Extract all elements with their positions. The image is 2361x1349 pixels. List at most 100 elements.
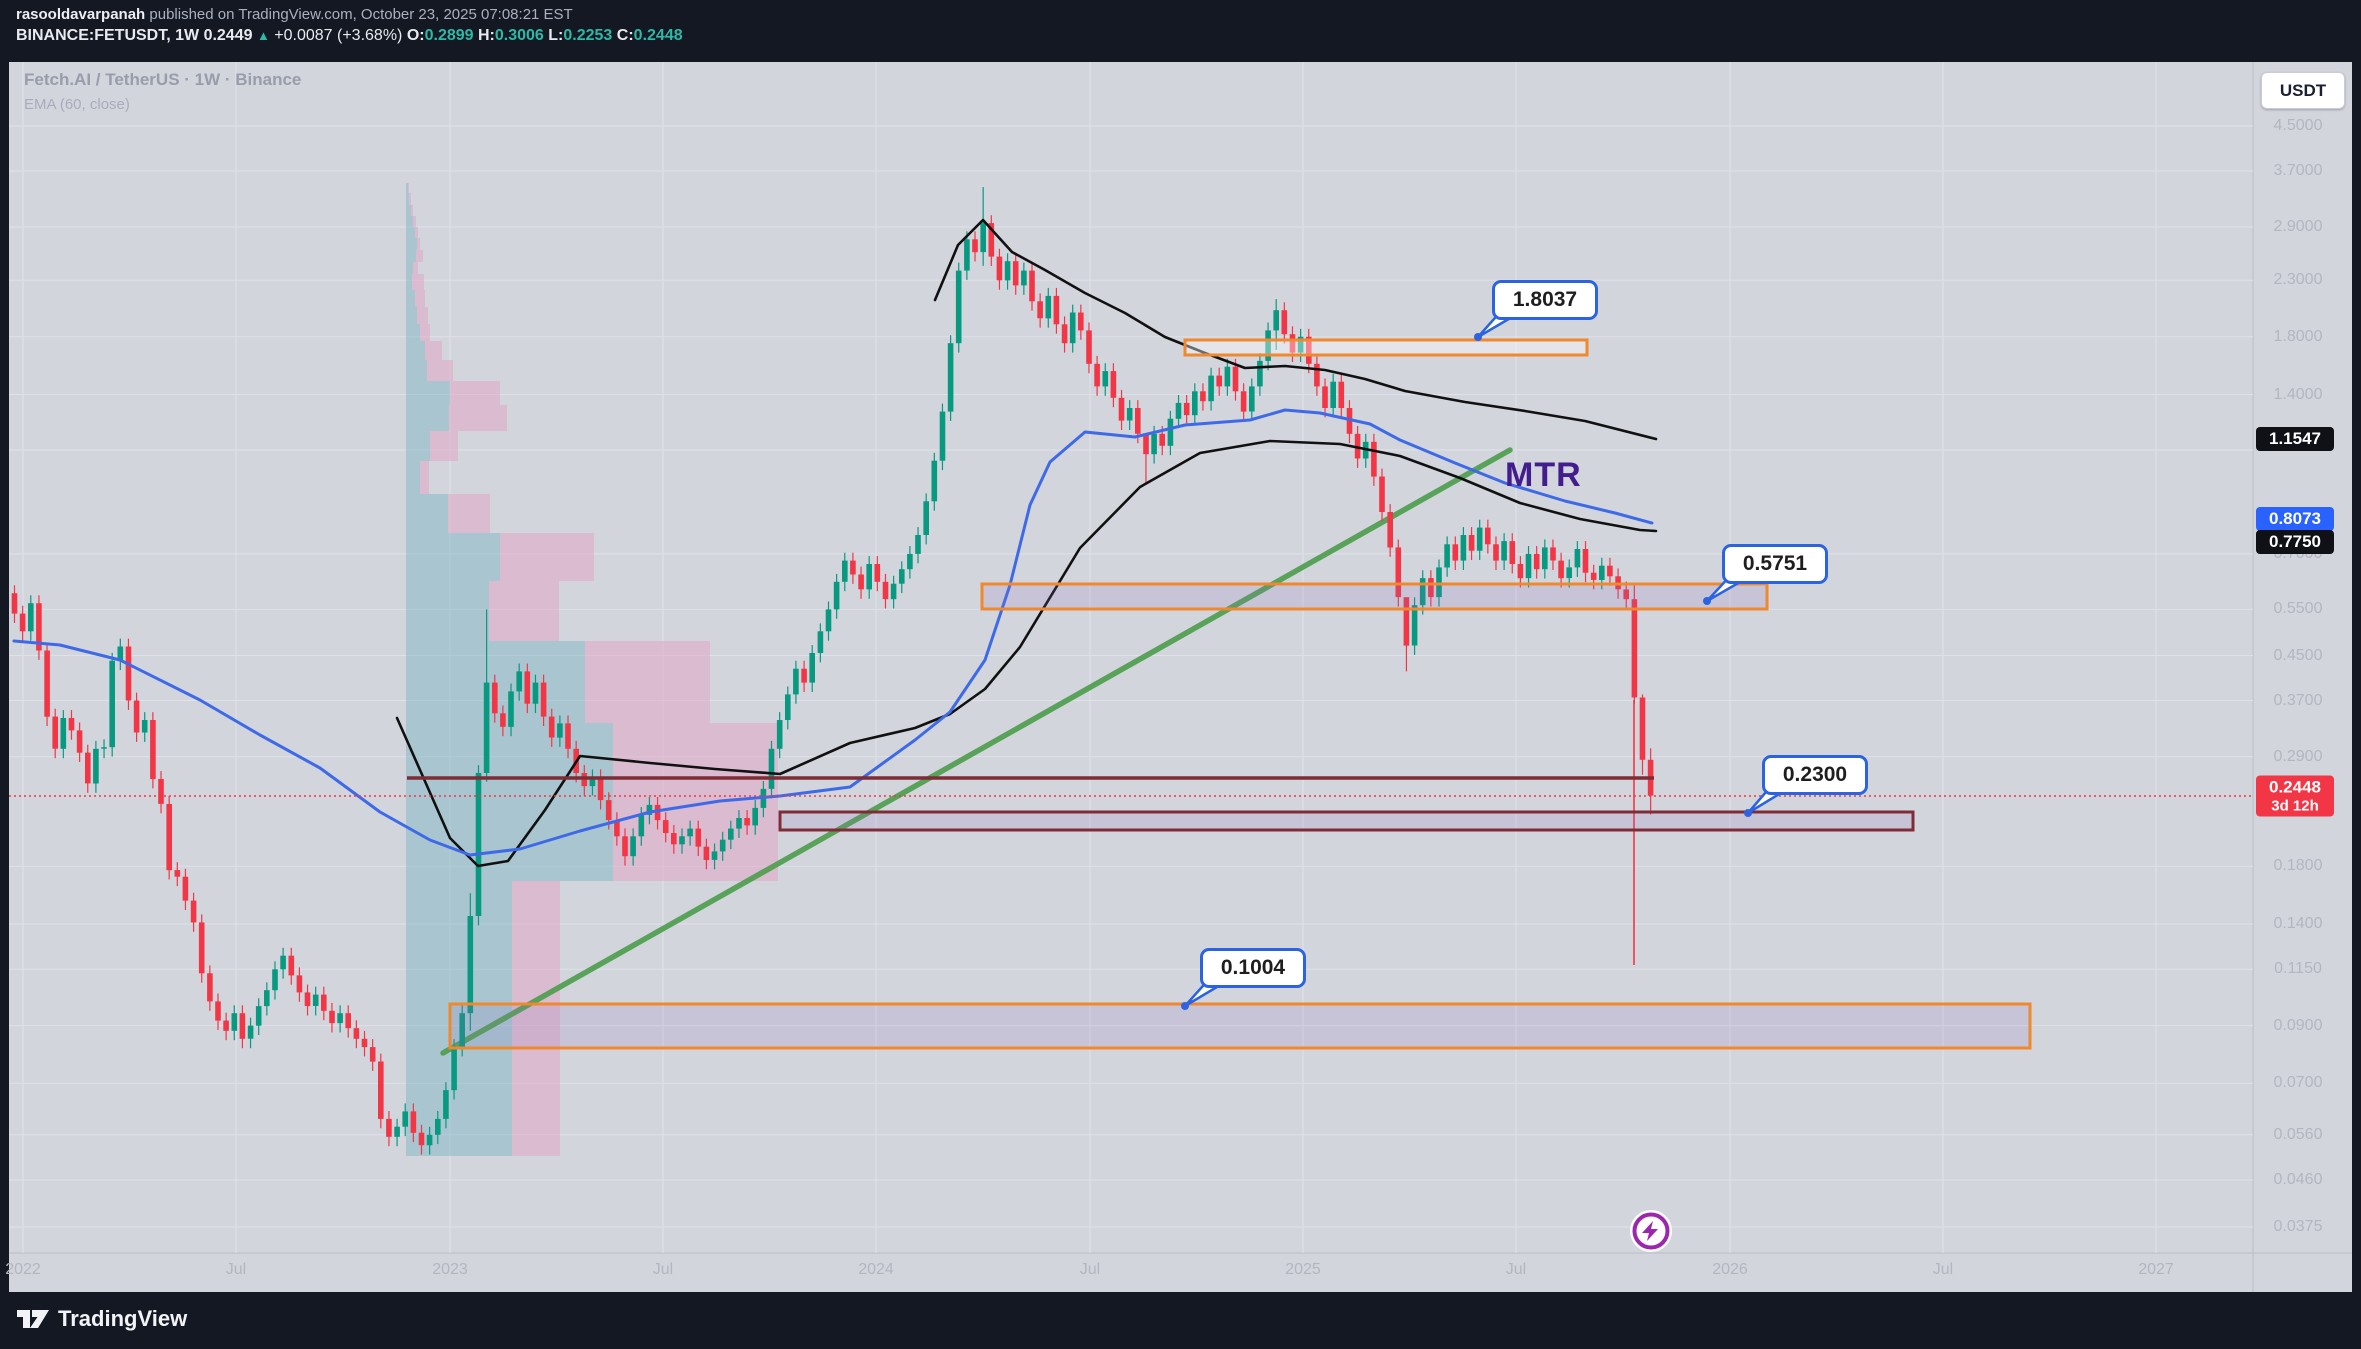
candle[interactable]: [361, 1038, 368, 1048]
candle[interactable]: [1216, 375, 1222, 387]
candle[interactable]: [988, 223, 995, 257]
chart-plot-area[interactable]: [9, 62, 2253, 1253]
candle[interactable]: [614, 820, 620, 837]
candle[interactable]: [1273, 310, 1279, 331]
lightning-icon[interactable]: [1629, 1209, 1673, 1253]
currency-toggle-button[interactable]: USDT: [2261, 72, 2345, 109]
candle[interactable]: [52, 716, 58, 749]
candle[interactable]: [19, 613, 26, 632]
candle[interactable]: [1354, 433, 1361, 459]
candle[interactable]: [508, 691, 514, 727]
candle[interactable]: [133, 700, 140, 733]
candle[interactable]: [207, 973, 213, 1002]
candle[interactable]: [1249, 386, 1255, 412]
candle[interactable]: [1045, 295, 1052, 319]
candle[interactable]: [1208, 375, 1214, 402]
candle[interactable]: [394, 1126, 400, 1137]
candle[interactable]: [801, 668, 807, 683]
candle[interactable]: [321, 994, 327, 1011]
candle[interactable]: [874, 564, 881, 582]
candle[interactable]: [158, 779, 164, 804]
candle[interactable]: [1452, 544, 1459, 561]
candle[interactable]: [1485, 527, 1491, 545]
candle[interactable]: [1078, 312, 1084, 331]
candle[interactable]: [93, 748, 99, 784]
candle[interactable]: [239, 1013, 246, 1039]
candle[interactable]: [451, 1047, 457, 1091]
candle[interactable]: [426, 1134, 433, 1146]
candle[interactable]: [1012, 261, 1019, 286]
candle[interactable]: [272, 969, 278, 991]
candle[interactable]: [1476, 527, 1483, 551]
candle[interactable]: [1110, 371, 1117, 398]
price-callout[interactable]: 0.2300: [1762, 755, 1868, 795]
candle[interactable]: [443, 1090, 449, 1119]
candle[interactable]: [264, 990, 270, 1007]
candle[interactable]: [1265, 330, 1271, 361]
candle[interactable]: [1200, 391, 1206, 402]
candle[interactable]: [386, 1118, 392, 1137]
candle[interactable]: [475, 773, 482, 916]
chart-pane[interactable]: [9, 62, 2253, 1253]
candle[interactable]: [703, 846, 710, 860]
candle[interactable]: [638, 814, 645, 837]
candle[interactable]: [418, 1132, 425, 1146]
candle[interactable]: [296, 975, 303, 993]
candle[interactable]: [565, 723, 571, 749]
candle[interactable]: [1053, 295, 1060, 325]
candle[interactable]: [1428, 578, 1434, 598]
candle[interactable]: [182, 876, 189, 901]
supply-demand-zone[interactable]: [1183, 338, 1589, 357]
candle[interactable]: [679, 836, 685, 845]
candle[interactable]: [1468, 535, 1475, 551]
candle[interactable]: [1192, 391, 1198, 416]
candle[interactable]: [931, 460, 938, 502]
candle[interactable]: [654, 804, 661, 821]
price-callout[interactable]: 1.8037: [1492, 280, 1598, 320]
candle[interactable]: [483, 682, 490, 773]
candle[interactable]: [809, 653, 815, 683]
candle[interactable]: [622, 836, 628, 857]
candle[interactable]: [1395, 547, 1402, 598]
candle[interactable]: [1289, 334, 1296, 353]
candle[interactable]: [1281, 310, 1288, 335]
candle[interactable]: [964, 239, 970, 271]
candle[interactable]: [329, 1010, 335, 1024]
candle[interactable]: [410, 1111, 417, 1133]
candle[interactable]: [76, 730, 83, 753]
candle[interactable]: [1444, 544, 1450, 568]
candle[interactable]: [1590, 572, 1597, 580]
candle[interactable]: [1159, 433, 1165, 446]
candle[interactable]: [825, 609, 832, 632]
candle[interactable]: [1338, 381, 1345, 408]
price-callout[interactable]: 0.1004: [1200, 948, 1306, 988]
candle[interactable]: [589, 777, 596, 787]
candle[interactable]: [280, 955, 286, 970]
candle[interactable]: [866, 564, 872, 590]
price-callout[interactable]: 0.5751: [1722, 544, 1828, 584]
trendline-green[interactable]: [440, 447, 1513, 1056]
candle[interactable]: [1094, 363, 1100, 387]
candle[interactable]: [117, 646, 124, 661]
candle[interactable]: [1599, 565, 1605, 580]
candle[interactable]: [752, 807, 758, 826]
candle[interactable]: [125, 646, 132, 701]
supply-demand-zone[interactable]: [778, 810, 1915, 832]
candle[interactable]: [337, 1013, 343, 1024]
candle[interactable]: [190, 900, 197, 923]
candle[interactable]: [907, 553, 913, 570]
candle[interactable]: [695, 828, 702, 847]
candle[interactable]: [1183, 402, 1190, 416]
candle[interactable]: [28, 603, 34, 632]
candle[interactable]: [516, 671, 522, 692]
candle[interactable]: [817, 631, 824, 653]
candle[interactable]: [728, 828, 734, 840]
candle[interactable]: [1126, 408, 1133, 421]
candle[interactable]: [1566, 567, 1572, 579]
candle[interactable]: [1330, 381, 1336, 408]
candle[interactable]: [1021, 270, 1027, 286]
candle[interactable]: [1167, 418, 1174, 446]
candle[interactable]: [1493, 544, 1499, 561]
candle[interactable]: [1387, 512, 1393, 548]
candle[interactable]: [980, 223, 986, 253]
